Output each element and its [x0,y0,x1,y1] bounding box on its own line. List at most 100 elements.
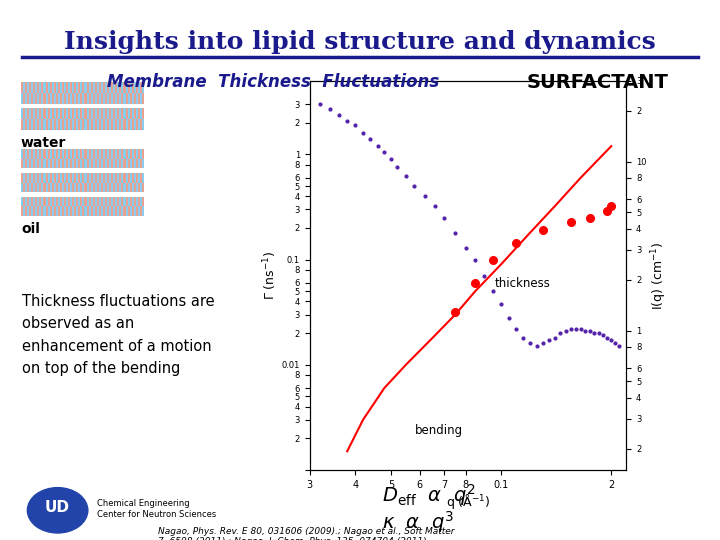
Bar [115,197,117,206]
Bar [35,108,37,119]
Bar [140,119,142,130]
Bar [91,173,93,183]
Bar [124,82,125,93]
Bar [25,93,27,104]
Bar [29,159,31,168]
Bar [107,173,109,183]
Bar [120,82,122,93]
Bar [52,119,54,130]
Bar [27,108,29,119]
Bar [21,206,23,216]
Bar [111,206,113,216]
Bar [33,197,35,206]
Bar [76,93,78,104]
Bar [62,206,64,216]
Bar [134,206,136,216]
Bar [99,206,101,216]
Bar [78,183,81,192]
Bar [95,173,96,183]
Bar [48,206,50,216]
Bar [130,173,132,183]
Bar [122,108,124,119]
Bar [78,197,81,206]
Bar [101,206,103,216]
Bar [105,82,107,93]
Bar [120,93,122,104]
Bar [122,206,124,216]
Bar [23,108,25,119]
Bar [122,173,124,183]
Bar [58,206,60,216]
Bar [35,82,37,93]
Bar [115,159,117,168]
Bar [93,173,95,183]
Bar [96,149,99,159]
Bar [58,173,60,183]
Bar [52,108,54,119]
Bar [76,159,78,168]
Bar [37,82,40,93]
Bar [23,82,25,93]
Bar [66,173,68,183]
Bar [72,197,74,206]
Bar [62,149,64,159]
Bar [42,149,43,159]
Bar [86,197,89,206]
Bar [50,197,52,206]
Bar [81,119,83,130]
Bar [124,93,125,104]
Bar [107,206,109,216]
Bar [134,108,136,119]
Bar [25,149,27,159]
Bar [31,82,33,93]
Bar [33,93,35,104]
Bar [84,93,86,104]
Bar [35,197,37,206]
Bar [21,108,23,119]
Bar [78,108,81,119]
Text: bending: bending [415,424,462,437]
Bar [81,82,83,93]
Bar [89,183,91,192]
Bar [91,159,93,168]
Bar [89,108,91,119]
Bar [27,149,29,159]
Bar [138,206,140,216]
Bar [99,159,101,168]
Bar [58,82,60,93]
Bar [64,119,66,130]
Bar [66,93,68,104]
Bar [33,82,35,93]
Bar [105,206,107,216]
Bar [96,93,99,104]
Bar [48,119,50,130]
Bar [117,149,120,159]
Bar [130,82,132,93]
Bar [101,82,103,93]
Bar [54,206,55,216]
Bar [50,183,52,192]
Bar [111,149,113,159]
Bar [109,93,111,104]
Bar [55,159,58,168]
Bar [91,183,93,192]
Bar [27,206,29,216]
Bar [120,108,122,119]
Bar [125,183,127,192]
Bar [84,173,86,183]
Bar [132,206,134,216]
Bar [113,173,115,183]
Bar [105,173,107,183]
Bar [107,183,109,192]
Bar [138,183,140,192]
Bar [64,206,66,216]
Bar [96,206,99,216]
Bar [125,149,127,159]
Text: thickness: thickness [495,277,550,290]
Bar [74,206,76,216]
Bar [113,183,115,192]
Bar [101,108,103,119]
Bar [115,149,117,159]
Bar [86,108,89,119]
Bar [134,197,136,206]
